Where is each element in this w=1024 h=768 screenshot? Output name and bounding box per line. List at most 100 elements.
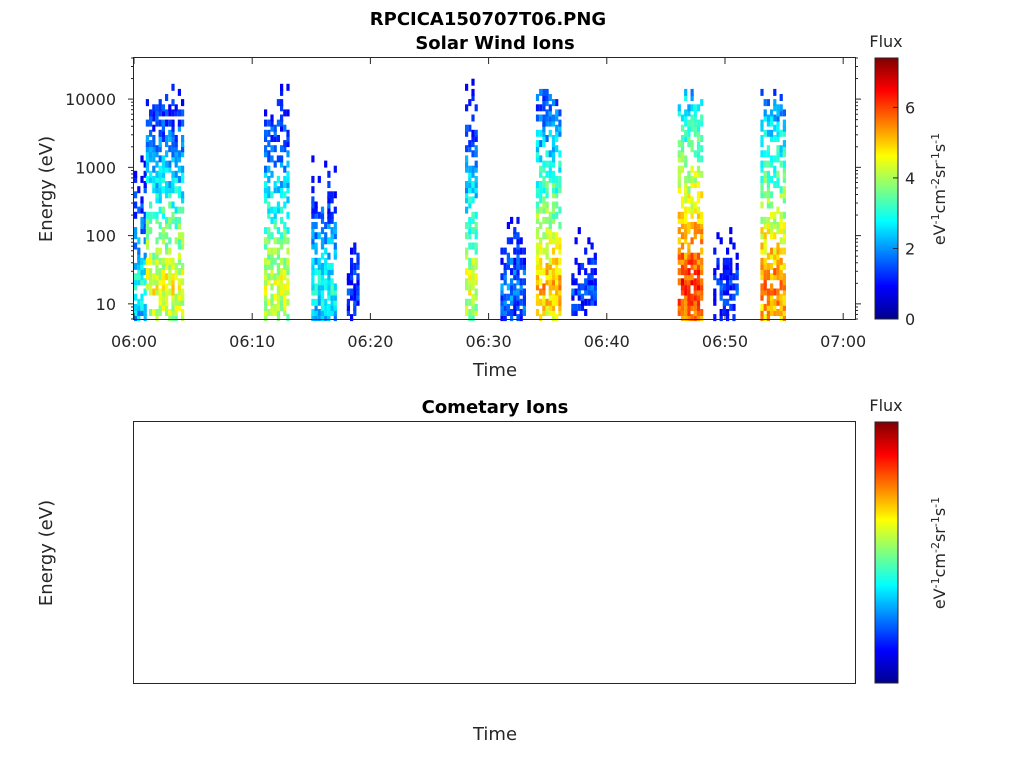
heatmap-cell (680, 278, 685, 286)
heatmap-cell (158, 303, 162, 311)
heatmap-cell (280, 99, 284, 107)
heatmap-cell (696, 222, 701, 229)
heatmap-cell (506, 283, 510, 291)
heatmap-cell (548, 303, 552, 311)
heatmap-cell (506, 262, 510, 270)
heatmap-cell (333, 298, 337, 306)
heatmap-cell (696, 140, 701, 148)
heatmap-cell (684, 288, 688, 296)
heatmap-cell (283, 227, 287, 235)
heatmap-cell (766, 196, 770, 204)
heatmap-cell (468, 99, 472, 107)
heatmap-cell (690, 124, 694, 132)
heatmap-cell (680, 135, 685, 142)
heatmap-cell (270, 114, 274, 122)
panel-title: Solar Wind Ions (415, 33, 574, 54)
heatmap-cell (152, 273, 156, 281)
heatmap-cell (471, 129, 475, 137)
heatmap-cell (145, 273, 149, 281)
heatmap-cell (158, 247, 162, 255)
heatmap-cell (174, 135, 178, 142)
heatmap-cell (161, 175, 165, 183)
heatmap-cell (471, 78, 475, 86)
heatmap-cell (719, 293, 723, 301)
heatmap-cell (140, 293, 144, 301)
heatmap-cell (267, 155, 271, 163)
heatmap-cell (267, 309, 271, 316)
heatmap-cell (276, 155, 280, 163)
heatmap-cell (700, 237, 704, 245)
panel-title: Cometary Ions (422, 397, 569, 418)
figure-title: RPCICA150707T06.PNG (370, 9, 606, 30)
heatmap-cell (732, 303, 736, 311)
heatmap-cell (766, 160, 770, 168)
heatmap-cell (324, 257, 328, 265)
heatmap-cell (551, 309, 556, 316)
heatmap-cell (760, 262, 764, 270)
heatmap-cell (273, 181, 277, 188)
heatmap-cell (506, 309, 510, 316)
heatmap-cell (696, 129, 701, 137)
heatmap-cell (590, 288, 594, 296)
heatmap-cell (782, 303, 786, 311)
colorbar-unit: eV-1cm-2sr-1s-1 (929, 133, 949, 245)
heatmap-cell (558, 268, 562, 276)
heatmap-cell (735, 273, 739, 281)
heatmap-cell (161, 298, 165, 306)
heatmap-cell (551, 150, 556, 158)
heatmap-cell (286, 237, 290, 245)
heatmap-cell (264, 135, 268, 142)
heatmap-cell (766, 186, 770, 194)
heatmap-cell (474, 257, 478, 265)
heatmap-cell (700, 119, 704, 127)
heatmap-cell (680, 242, 685, 250)
heatmap-cell (158, 129, 162, 137)
heatmap-cell (696, 211, 701, 219)
heatmap-cell (726, 273, 730, 281)
heatmap-cell (264, 191, 268, 199)
heatmap-cell (181, 140, 185, 148)
heatmap-cell (174, 170, 178, 178)
heatmap-cell (177, 237, 181, 245)
heatmap-cell (264, 262, 268, 270)
heatmap-cell (149, 129, 153, 137)
heatmap-cell (577, 227, 581, 235)
heatmap-cell (548, 94, 552, 101)
heatmap-cell (555, 211, 559, 219)
heatmap-cell (700, 247, 704, 255)
heatmap-cell (542, 283, 546, 291)
heatmap-cell (330, 196, 334, 204)
unit-sup-2: -2 (929, 542, 942, 553)
heatmap-cell (276, 273, 280, 281)
heatmap-cell (311, 186, 315, 194)
heatmap-cell (539, 288, 543, 296)
heatmap-cell (677, 104, 681, 112)
heatmap-cell (580, 293, 585, 301)
heatmap-cell (143, 181, 147, 188)
heatmap-cell (468, 145, 472, 153)
heatmap-cell (273, 273, 277, 281)
heatmap-cell (548, 109, 552, 117)
heatmap-cell (314, 222, 318, 229)
heatmap-cell (174, 104, 178, 112)
heatmap-cell (155, 109, 159, 117)
heatmap-cell (535, 181, 540, 188)
heatmap-cell (324, 232, 328, 240)
heatmap-cell (264, 293, 268, 301)
heatmap-cell (171, 140, 175, 148)
heatmap-cell (770, 262, 774, 270)
heatmap-cell (763, 175, 767, 183)
heatmap-cell (270, 124, 274, 132)
heatmap-cell (545, 298, 549, 306)
heatmap-cell (760, 309, 764, 316)
heatmap-cell (522, 257, 526, 265)
heatmap-cell (503, 293, 507, 301)
heatmap-cell (145, 211, 149, 219)
heatmap-cell (134, 273, 138, 281)
heatmap-cell (471, 242, 475, 250)
heatmap-cell (696, 298, 701, 306)
heatmap-cell (155, 160, 159, 168)
heatmap-cell (551, 155, 556, 163)
heatmap-cell (161, 288, 165, 296)
heatmap-cell (535, 293, 540, 301)
